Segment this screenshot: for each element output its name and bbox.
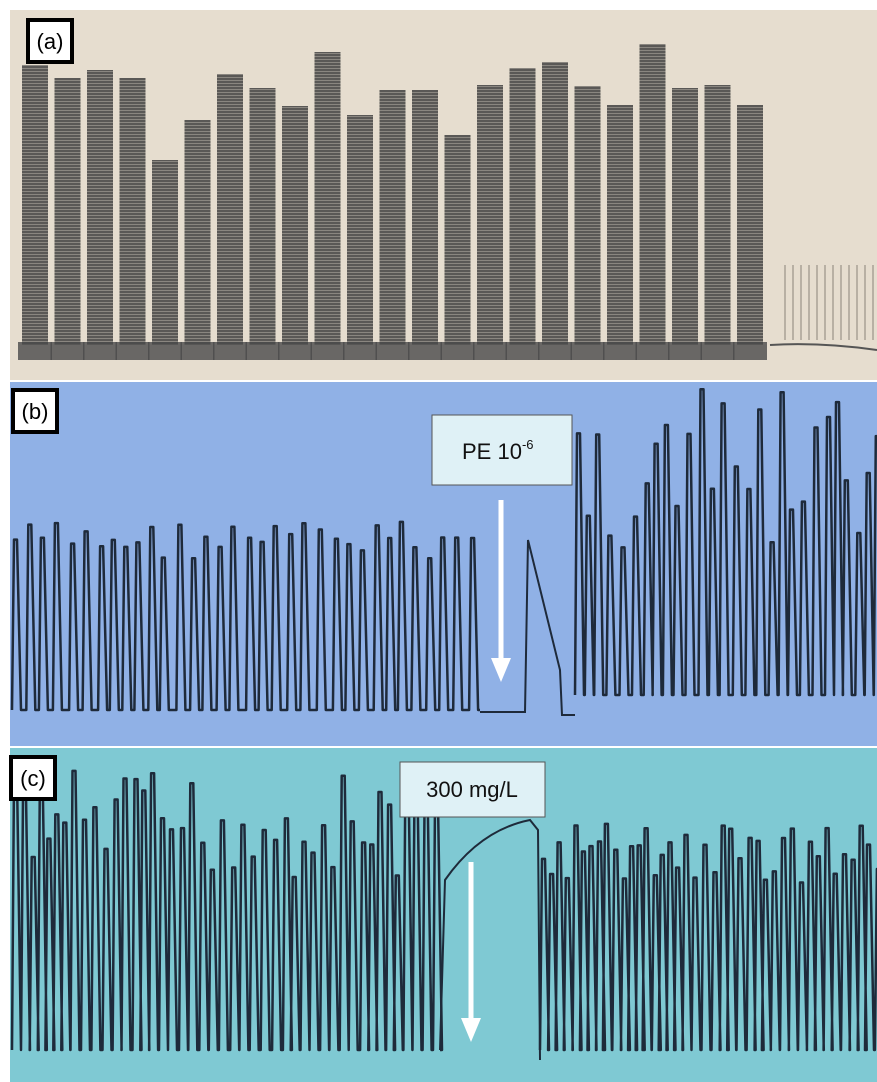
- recording-column: [445, 135, 471, 345]
- column-foot: [408, 342, 442, 360]
- column-foot: [506, 342, 540, 360]
- panel-label: (a): [37, 29, 64, 54]
- column-foot: [343, 342, 377, 360]
- recording-column: [510, 68, 536, 345]
- column-foot: [668, 342, 702, 360]
- column-foot: [441, 342, 475, 360]
- column-foot: [311, 342, 345, 360]
- recording-column: [282, 106, 308, 345]
- recording-column: [120, 78, 146, 345]
- column-foot: [181, 342, 215, 360]
- recording-column: [315, 52, 341, 345]
- column-foot: [18, 342, 52, 360]
- recording-column: [152, 160, 178, 345]
- recording-column: [640, 44, 666, 345]
- column-foot: [571, 342, 605, 360]
- recording-column: [347, 115, 373, 345]
- recording-column: [607, 105, 633, 345]
- recording-column: [542, 62, 568, 345]
- column-foot: [376, 342, 410, 360]
- recording-column: [380, 90, 406, 345]
- panel-label: (b): [22, 399, 49, 424]
- recording-column: [250, 88, 276, 345]
- column-foot: [246, 342, 280, 360]
- column-foot: [116, 342, 150, 360]
- column-foot: [603, 342, 637, 360]
- recording-column: [705, 85, 731, 345]
- recording-column: [672, 88, 698, 345]
- column-foot: [213, 342, 247, 360]
- column-foot: [473, 342, 507, 360]
- annotation-text: PE 10: [462, 439, 522, 464]
- recording-column: [737, 105, 763, 345]
- column-foot: [83, 342, 117, 360]
- recording-column: [575, 86, 601, 345]
- annotation-superscript: -6: [522, 437, 534, 452]
- recording-column: [412, 90, 438, 345]
- column-foot: [636, 342, 670, 360]
- column-foot: [538, 342, 572, 360]
- recording-column: [477, 85, 503, 345]
- column-foot: [733, 342, 767, 360]
- recording-column: [22, 65, 48, 345]
- figure: (a) (b) (c) PE 10-6 300 mg/L: [0, 0, 877, 1082]
- recording-column: [217, 74, 243, 345]
- panel-label: (c): [20, 766, 46, 791]
- column-foot: [701, 342, 735, 360]
- recording-column: [185, 120, 211, 345]
- column-foot: [51, 342, 85, 360]
- column-foot: [278, 342, 312, 360]
- annotation: 300 mg/L: [426, 777, 518, 802]
- column-foot: [148, 342, 182, 360]
- recording-column: [55, 78, 81, 345]
- recording-column: [87, 70, 113, 345]
